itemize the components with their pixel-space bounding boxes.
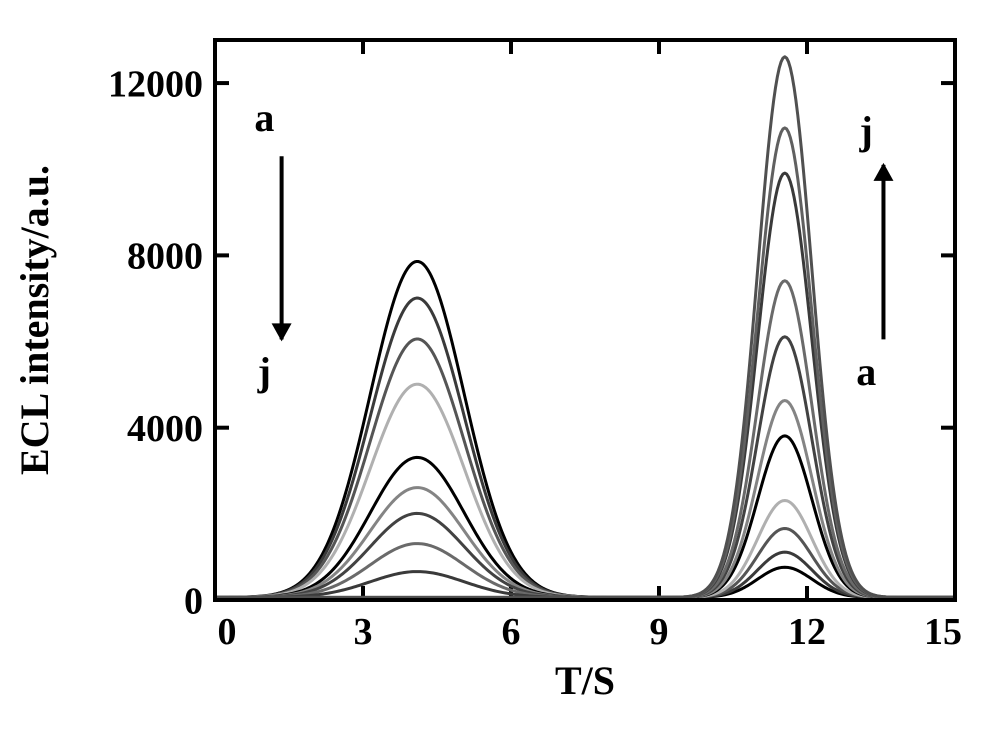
annotation-right-j: j: [859, 108, 873, 153]
y-tick-label: 8000: [127, 236, 203, 278]
x-tick-label: 3: [354, 611, 373, 653]
x-tick-label: 9: [650, 611, 669, 653]
x-axis-label: T/S: [555, 658, 615, 703]
x-tick-label: 6: [502, 611, 521, 653]
y-tick-label: 0: [184, 580, 203, 622]
annotation-left-a: a: [254, 95, 274, 140]
x-tick-label: 15: [924, 611, 962, 653]
chart-svg: 0 3 6 9 12 15 0 4000 8000 12000 T/S ECL intensity/a…: [0, 0, 1000, 739]
y-axis-label: ECL intensity/a.u.: [12, 165, 57, 475]
x-tick-label: 12: [788, 611, 826, 653]
y-tick-label: 12000: [108, 63, 203, 105]
y-tick-label: 4000: [127, 408, 203, 450]
annotation-right-a: a: [856, 349, 876, 394]
ecl-intensity-chart: 0 3 6 9 12 15 0 4000 8000 12000 T/S ECL intensity/a…: [0, 0, 1000, 739]
annotation-left-j: j: [257, 349, 271, 394]
x-tick-label: 0: [218, 611, 237, 653]
